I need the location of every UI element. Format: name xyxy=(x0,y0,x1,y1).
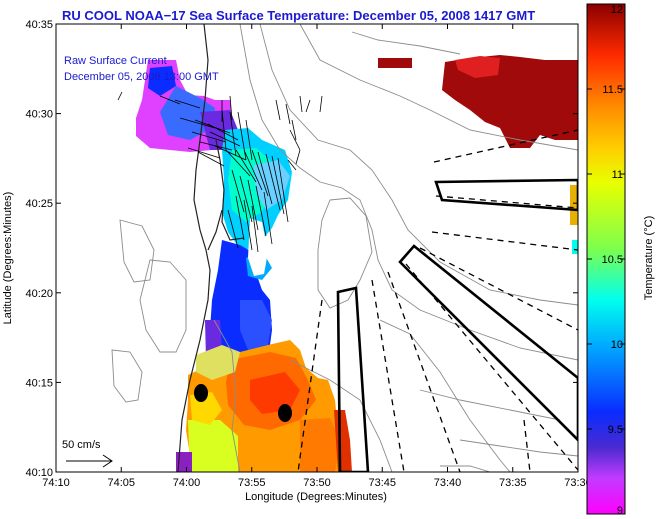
colorbar-tick-label: 10 xyxy=(611,339,623,351)
x-axis-label: Longitude (Degrees:Minutes) xyxy=(245,491,387,503)
colorbar: 12 11.5 11 10.5 10 9.5 9 Temperature (°C) xyxy=(586,3,655,517)
bathymetry-contours xyxy=(111,24,578,472)
surface-current-vectors xyxy=(117,91,323,253)
x-tick-label: 73:45 xyxy=(368,477,396,489)
outlined-polygons xyxy=(336,178,578,472)
colorbar-tick-label: 10.5 xyxy=(602,254,623,266)
x-tick-label: 74:10 xyxy=(42,477,70,489)
current-legend-line2: December 05, 2008 13:00 GMT xyxy=(64,71,219,83)
current-legend-line1: Raw Surface Current xyxy=(64,55,167,67)
colorbar-ticks: 12 11.5 11 10.5 10 9.5 9 xyxy=(587,3,625,517)
y-tick-label: 40:10 xyxy=(25,467,53,479)
x-axis-ticks: 74:10 74:05 74:00 73:55 73:50 73:45 73:40 73:35… xyxy=(42,24,592,489)
colorbar-tick-label: 12 xyxy=(611,4,623,16)
colorbar-tick-label: 11 xyxy=(612,169,623,181)
x-tick-label: 74:00 xyxy=(173,477,201,489)
y-axis-label: Latitude (Degrees:Minutes) xyxy=(2,192,14,325)
colorbar-tick-label: 9 xyxy=(617,505,623,517)
y-tick-label: 40:30 xyxy=(25,109,53,121)
x-tick-label: 73:55 xyxy=(238,477,266,489)
x-tick-label: 73:50 xyxy=(303,477,331,489)
colorbar-label: Temperature (°C) xyxy=(643,216,655,300)
marker-dot-west xyxy=(194,384,208,402)
colorbar-tick-label: 11.5 xyxy=(602,84,623,96)
y-axis-ticks: 40:35 40:30 40:25 40:20 40:15 40:10 xyxy=(25,19,578,479)
plot-area xyxy=(56,24,578,472)
sst-field xyxy=(136,55,578,472)
map-title: RU COOL NOAA−17 Sea Surface Temperature:… xyxy=(62,8,535,23)
x-tick-label: 74:05 xyxy=(107,477,135,489)
colorbar-tick-label: 9.5 xyxy=(608,424,623,436)
dashed-lines xyxy=(297,129,578,472)
marker-dot-east xyxy=(278,404,292,422)
scale-label: 50 cm/s xyxy=(62,439,101,451)
x-tick-label: 73:40 xyxy=(434,477,462,489)
x-tick-label: 73:35 xyxy=(499,477,527,489)
coastline xyxy=(177,24,245,472)
y-tick-label: 40:25 xyxy=(25,198,53,210)
y-tick-label: 40:15 xyxy=(25,377,53,389)
colorbar-gradient xyxy=(586,3,626,515)
x-tick-label: 73:30 xyxy=(564,477,592,489)
scale-arrow xyxy=(66,454,113,468)
y-tick-label: 40:20 xyxy=(25,288,53,300)
y-tick-label: 40:35 xyxy=(25,19,53,31)
